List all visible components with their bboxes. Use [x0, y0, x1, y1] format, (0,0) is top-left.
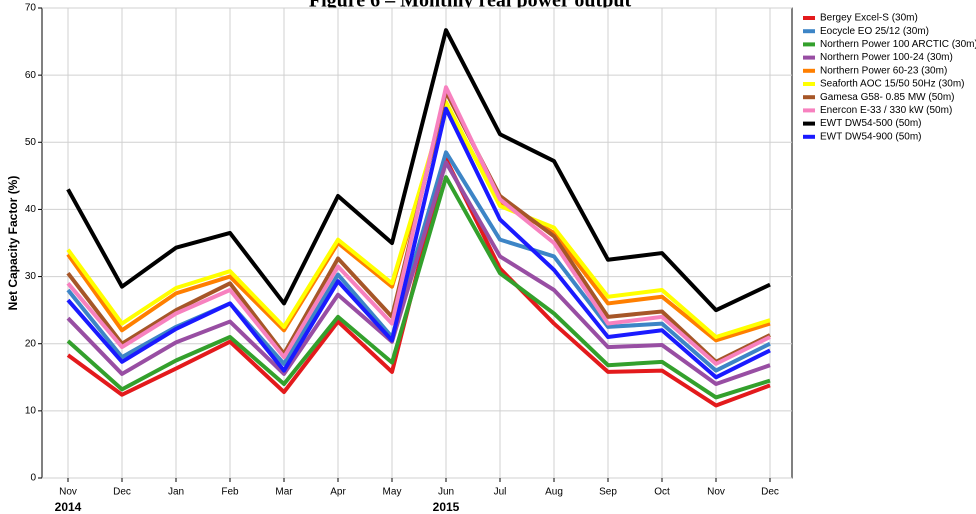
chart-title: Figure 6 – Monthly real power output [309, 0, 632, 12]
plot-area [41, 7, 793, 479]
legend-label: Northern Power 60-23 (30m) [820, 65, 947, 76]
y-tick-label: 70 [25, 3, 37, 14]
legend-label: Northern Power 100-24 (30m) [820, 52, 953, 63]
y-tick-label: 40 [25, 204, 37, 215]
series-line [66, 160, 771, 386]
series-line [66, 100, 771, 339]
x-tick-label: Aug [545, 487, 563, 498]
legend-label: Seaforth AOC 15/50 50Hz (30m) [820, 79, 965, 90]
x-tick-label: Sep [599, 487, 617, 498]
x-tick-label: Oct [654, 487, 670, 498]
x-tick-label: Dec [113, 487, 131, 498]
legend-label: Enercon E-33 / 330 kW (50m) [820, 105, 952, 116]
y-tick-label: 50 [25, 137, 37, 148]
x-tick-label: Jul [494, 487, 507, 498]
x-tick-label: Jan [168, 487, 184, 498]
y-tick-label: 0 [30, 473, 36, 484]
series-line [66, 175, 771, 400]
x-tick-label: Nov [707, 487, 725, 498]
x-tick-label: Feb [221, 487, 239, 498]
y-axis-label: Net Capacity Factor (%) [6, 176, 20, 311]
x-tick-label: Jun [438, 487, 454, 498]
series-line [66, 106, 771, 380]
x-tick-label: Mar [275, 487, 293, 498]
y-tick-label: 60 [25, 70, 37, 81]
legend-label: EWT DW54-900 (50m) [820, 131, 922, 142]
series-line [66, 85, 771, 366]
legend-label: Bergey Excel-S (30m) [820, 13, 918, 24]
y-tick-label: 20 [25, 338, 37, 349]
series-line [66, 28, 771, 313]
x-tick-label: Nov [59, 487, 77, 498]
x-tick-label: May [383, 487, 402, 498]
legend-label: Gamesa G58- 0.85 MW (50m) [820, 92, 954, 103]
x-tick-label: Apr [330, 487, 346, 498]
legend-label: EWT DW54-500 (50m) [820, 118, 922, 129]
legend-label: Eocycle EO 25/12 (30m) [820, 26, 929, 37]
x-tick-label: Dec [761, 487, 779, 498]
legend-label: Northern Power 100 ARCTIC (30m) [820, 39, 976, 50]
y-tick-label: 10 [25, 405, 37, 416]
year-label: 2014 [55, 500, 82, 514]
y-tick-label: 30 [25, 271, 37, 282]
year-label: 2015 [433, 500, 460, 514]
